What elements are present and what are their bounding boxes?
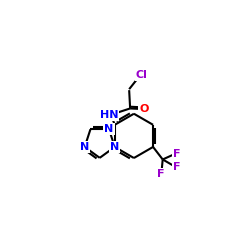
Text: F: F: [173, 149, 180, 159]
Text: N: N: [110, 142, 119, 152]
Text: N: N: [104, 124, 114, 134]
Text: Cl: Cl: [136, 70, 147, 80]
Text: F: F: [173, 162, 180, 172]
Text: F: F: [158, 169, 165, 179]
Text: HN: HN: [100, 110, 118, 120]
Text: O: O: [139, 104, 149, 115]
Text: N: N: [80, 142, 89, 152]
